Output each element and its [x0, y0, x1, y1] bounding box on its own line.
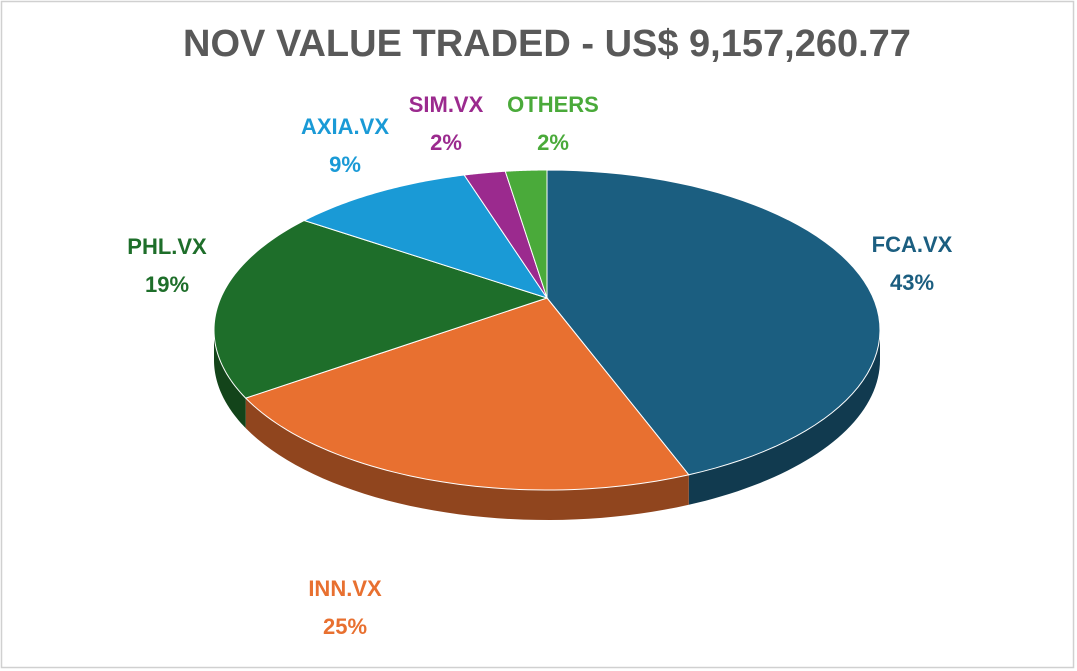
slice — [213, 219, 549, 399]
slice-value-label: 2% — [537, 130, 569, 155]
slice — [504, 169, 548, 299]
slice-label: INN.VX — [308, 576, 382, 601]
slice-value-label: 25% — [323, 614, 367, 639]
slice-side — [688, 330, 880, 505]
slice-label: OTHERS — [507, 92, 599, 117]
slice — [302, 174, 549, 299]
slice-label: FCA.VX — [872, 232, 953, 257]
slice — [244, 297, 690, 491]
slice-value-label: 43% — [890, 270, 934, 295]
slice-label: AXIA.VX — [301, 114, 389, 139]
slice-label: PHL.VX — [127, 234, 207, 259]
slice-value-label: 2% — [430, 130, 462, 155]
slice-value-label: 19% — [145, 272, 189, 297]
slice — [546, 169, 881, 476]
slice-value-label: 9% — [329, 152, 361, 177]
slice — [463, 170, 548, 299]
slice-label: SIM.VX — [409, 92, 484, 117]
chart-title: NOV VALUE TRADED - US$ 9,157,260.77 — [183, 23, 911, 65]
